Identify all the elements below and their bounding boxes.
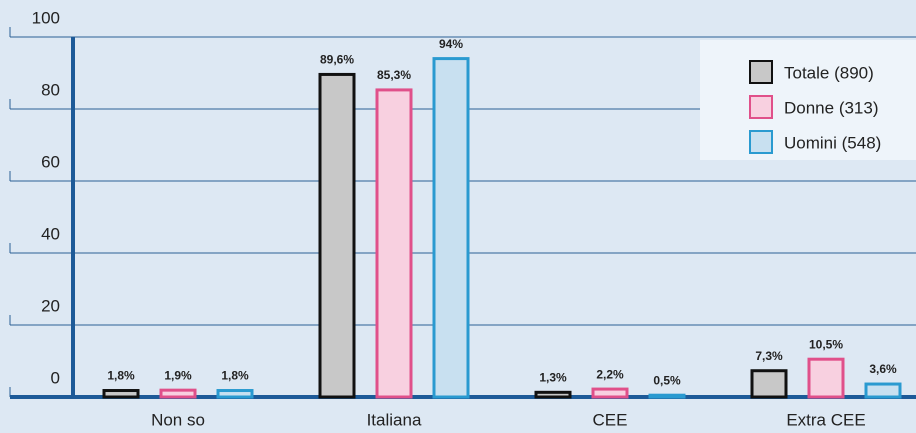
legend-label: Uomini (548) bbox=[784, 133, 881, 152]
y-tick-label: 80 bbox=[41, 80, 60, 99]
bar bbox=[432, 57, 470, 399]
bar bbox=[102, 389, 140, 399]
x-tick-label: Extra CEE bbox=[786, 410, 865, 429]
legend-swatch bbox=[749, 60, 773, 84]
value-label: 10,5% bbox=[809, 337, 843, 351]
bar bbox=[807, 357, 845, 399]
x-tick-label: Non so bbox=[151, 410, 205, 429]
legend-background bbox=[700, 40, 916, 160]
value-label: 85,3% bbox=[377, 68, 411, 82]
legend-swatch bbox=[749, 130, 773, 154]
value-label: 1,9% bbox=[164, 368, 192, 382]
bar bbox=[750, 369, 788, 399]
value-label: 1,8% bbox=[221, 369, 249, 383]
bar bbox=[159, 388, 197, 399]
y-tick-label: 40 bbox=[41, 224, 60, 243]
value-label: 89,6% bbox=[320, 53, 354, 67]
legend-swatch bbox=[749, 95, 773, 119]
legend-label: Totale (890) bbox=[784, 63, 874, 82]
bar bbox=[648, 393, 686, 399]
value-label: 1,8% bbox=[107, 369, 135, 383]
bar bbox=[534, 390, 572, 399]
y-tick-label: 60 bbox=[41, 152, 60, 171]
legend-label: Donne (313) bbox=[784, 98, 879, 117]
bar bbox=[375, 88, 413, 399]
value-label: 0,5% bbox=[653, 373, 681, 387]
bar bbox=[864, 382, 902, 399]
x-tick-label: CEE bbox=[593, 410, 628, 429]
bar bbox=[216, 389, 254, 399]
value-label: 94% bbox=[439, 37, 463, 51]
y-tick-label: 20 bbox=[41, 296, 60, 315]
bar bbox=[591, 387, 629, 399]
x-tick-label: Italiana bbox=[367, 410, 422, 429]
y-tick-label: 0 bbox=[51, 368, 60, 387]
value-label: 7,3% bbox=[755, 349, 783, 363]
value-label: 1,3% bbox=[539, 370, 567, 384]
value-label: 3,6% bbox=[869, 362, 897, 376]
y-tick-label: 100 bbox=[32, 8, 60, 27]
bar bbox=[318, 72, 356, 399]
value-label: 2,2% bbox=[596, 367, 624, 381]
